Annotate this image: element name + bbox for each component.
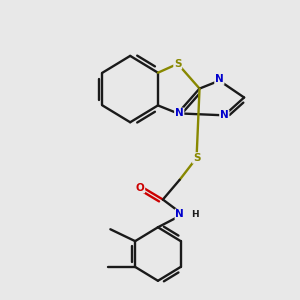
Text: N: N — [220, 110, 229, 120]
Text: S: S — [193, 153, 200, 163]
Text: H: H — [191, 210, 198, 219]
Text: S: S — [174, 59, 182, 69]
Text: N: N — [175, 108, 184, 118]
Text: N: N — [215, 74, 224, 84]
Text: O: O — [136, 183, 145, 193]
Text: N: N — [175, 209, 184, 219]
